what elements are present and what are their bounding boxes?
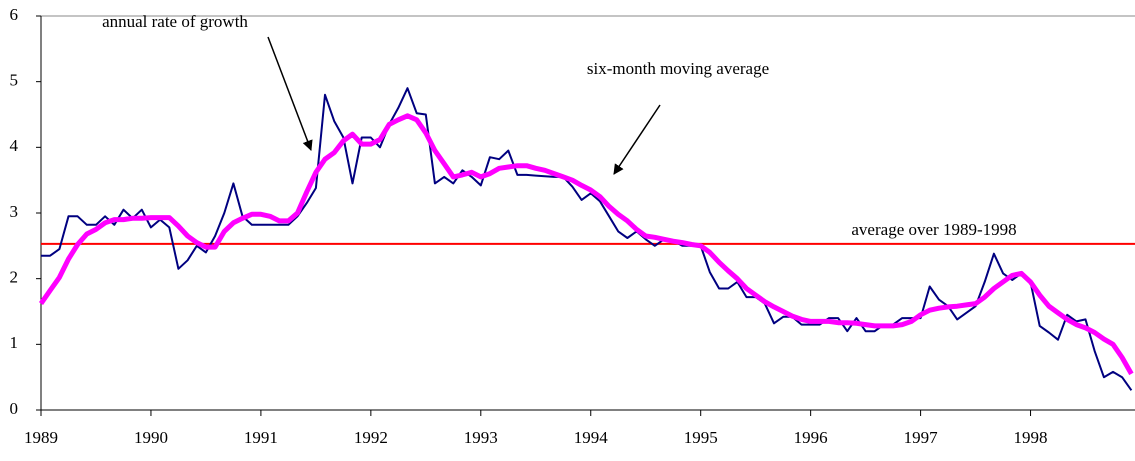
y-tick-label: 0: [10, 399, 19, 418]
y-tick-label: 6: [10, 5, 19, 24]
x-tick-label: 1997: [904, 428, 939, 447]
x-tick-label: 1992: [354, 428, 388, 447]
y-tick-label: 4: [10, 136, 19, 155]
annotation-arrow: [267, 36, 313, 151]
annotation: annual rate of growth: [102, 12, 248, 31]
annotation-arrow: [613, 104, 661, 175]
reference-label: average over 1989-1998: [851, 220, 1016, 239]
annotation: six-month moving average: [587, 59, 769, 78]
x-tick-label: 1991: [244, 428, 278, 447]
x-tick-label: 1998: [1014, 428, 1048, 447]
series-line: [38, 113, 1134, 376]
y-tick-label: 3: [10, 202, 19, 221]
y-tick-label: 5: [10, 71, 19, 90]
x-tick-label: 1996: [794, 428, 828, 447]
x-tick-label: 1989: [24, 428, 58, 447]
series-line: [41, 87, 1133, 391]
x-tick-label: 1990: [134, 428, 168, 447]
x-tick-label: 1995: [684, 428, 718, 447]
x-tick-label: 1994: [574, 428, 609, 447]
y-tick-label: 2: [10, 268, 19, 287]
y-tick-label: 1: [10, 333, 19, 352]
x-tick-label: 1993: [464, 428, 498, 447]
